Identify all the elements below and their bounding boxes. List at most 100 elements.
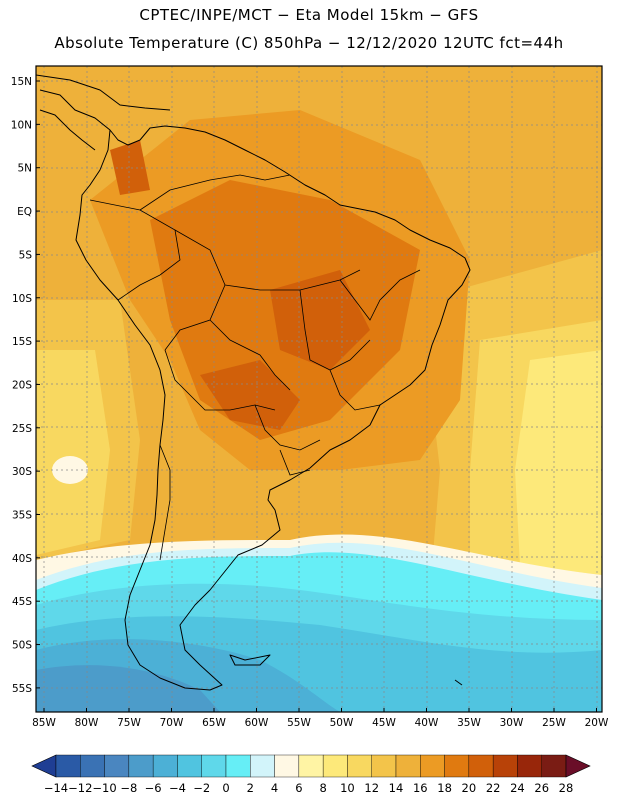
colorbar-swatch bbox=[55, 754, 81, 778]
colorbar-swatch bbox=[80, 754, 105, 778]
lon-tick-label: 80W bbox=[75, 717, 99, 729]
colorbar-swatch bbox=[128, 754, 154, 778]
country-borders bbox=[89, 174, 421, 561]
border-chile-argentina bbox=[159, 444, 171, 561]
lat-tick-label: 5N bbox=[17, 163, 32, 175]
south-georgia-coastline bbox=[454, 679, 463, 686]
lat-tick-label: 10N bbox=[11, 119, 32, 131]
plot-frame bbox=[35, 65, 603, 713]
chart-title-line1: CPTEC/INPE/MCT − Eta Model 15km − GFS bbox=[139, 6, 479, 24]
field-band-22-24-south bbox=[200, 360, 300, 430]
lon-tick-label: 75W bbox=[117, 717, 141, 729]
lon-tick-label: 50W bbox=[330, 717, 354, 729]
colorbar-label: 18 bbox=[437, 781, 452, 795]
colorbar-swatch bbox=[298, 754, 324, 778]
colorbar-swatch bbox=[322, 754, 348, 778]
lon-tick-label: 20W bbox=[585, 717, 609, 729]
south-america-coastline bbox=[39, 89, 471, 691]
border-brazil-states-ne bbox=[339, 269, 421, 321]
colorbar-label: −2 bbox=[193, 781, 210, 795]
chart-title-line2: Absolute Temperature (C) 850hPa − 12/12/… bbox=[54, 34, 564, 52]
colorbar-swatch bbox=[444, 754, 470, 778]
colorbar-swatch bbox=[517, 754, 542, 778]
lat-axis: 15N 10N 5N EQ 5S 10S 15S 20S 25S 30S 35S 40S 45S 50S 5… bbox=[11, 76, 40, 695]
colorbar-label: 14 bbox=[389, 781, 404, 795]
colorbar-arrow-high bbox=[565, 754, 591, 778]
central-america-coastline bbox=[39, 109, 96, 151]
lat-tick-label: 35S bbox=[12, 510, 32, 522]
colorbar-label: 22 bbox=[486, 781, 501, 795]
lat-tick-label: 20S bbox=[12, 379, 32, 391]
border-bolivia-brazil bbox=[209, 319, 291, 391]
lon-tick-label: 65W bbox=[202, 717, 226, 729]
field-band-22-24-venezuela bbox=[110, 140, 150, 195]
colorbar-swatch bbox=[541, 754, 567, 778]
colorbar-swatch bbox=[152, 754, 178, 778]
lon-tick-label: 30W bbox=[500, 717, 524, 729]
lat-lon-grid bbox=[36, 66, 602, 712]
colorbar-swatch bbox=[492, 754, 518, 778]
colorbar-label: −12 bbox=[68, 781, 92, 795]
colorbar-arrow-low bbox=[31, 754, 57, 778]
field-band-6-8-pacific bbox=[52, 456, 88, 484]
border-brazil-states-se bbox=[329, 369, 381, 411]
colorbar-label: −4 bbox=[169, 781, 186, 795]
lon-tick-label: 35W bbox=[457, 717, 481, 729]
colorbar-label: 8 bbox=[319, 781, 326, 795]
colorbar-swatch bbox=[225, 754, 251, 778]
colorbar-swatch bbox=[250, 754, 275, 778]
lon-tick-label: 70W bbox=[160, 717, 184, 729]
lon-tick-label: 60W bbox=[245, 717, 269, 729]
colorbar-swatch bbox=[177, 754, 202, 778]
lat-tick-label: 45S bbox=[12, 596, 32, 608]
colorbar-swatch bbox=[468, 754, 494, 778]
colorbar-swatch bbox=[347, 754, 372, 778]
colorbar-label: −10 bbox=[92, 781, 116, 795]
field-band-m6-m4 bbox=[36, 665, 220, 712]
caribbean-coastline bbox=[36, 74, 171, 111]
lat-tick-label: 30S bbox=[12, 466, 32, 478]
colorbar-swatch bbox=[104, 754, 130, 778]
colorbar-label: 16 bbox=[413, 781, 428, 795]
colorbar-swatch bbox=[201, 754, 227, 778]
field-band-22-24-north bbox=[270, 270, 370, 370]
falklands-coastline bbox=[229, 654, 271, 666]
border-paraguay bbox=[254, 404, 321, 451]
colorbar-label: −8 bbox=[120, 781, 137, 795]
border-venezuela-brazil bbox=[139, 174, 291, 211]
colorbar-label: 20 bbox=[462, 781, 477, 795]
colorbar-label: 6 bbox=[295, 781, 302, 795]
colorbar-label: 28 bbox=[559, 781, 574, 795]
colorbar-swatch bbox=[395, 754, 421, 778]
colorbar-label: 4 bbox=[271, 781, 278, 795]
colorbar-label: 12 bbox=[364, 781, 379, 795]
lat-tick-label: 10S bbox=[12, 293, 32, 305]
border-uruguay bbox=[279, 449, 311, 476]
lat-tick-label: 40S bbox=[12, 553, 32, 565]
lat-tick-label: 5S bbox=[19, 249, 33, 261]
colorbar-label: −14 bbox=[44, 781, 68, 795]
colorbar-label: 24 bbox=[510, 781, 525, 795]
coastlines bbox=[36, 74, 471, 691]
colorbar-label: −6 bbox=[145, 781, 162, 795]
border-peru-brazil bbox=[164, 229, 226, 351]
temperature-field bbox=[36, 66, 602, 712]
lon-tick-label: 40W bbox=[415, 717, 439, 729]
field-band-10-12-east bbox=[515, 350, 602, 575]
lat-tick-label: 15S bbox=[12, 336, 32, 348]
lat-tick-label: 50S bbox=[12, 640, 32, 652]
colorbar-label: 0 bbox=[222, 781, 229, 795]
lon-tick-label: 85W bbox=[32, 717, 56, 729]
colorbar-label: 2 bbox=[247, 781, 254, 795]
colorbar-swatch bbox=[274, 754, 300, 778]
lat-tick-label: 55S bbox=[12, 683, 32, 695]
colorbar: −14 −12 −10 −8 −6 −4 −2 0 2 4 6 8 10 12 14 16 18 20 22 24 26… bbox=[31, 754, 591, 795]
colorbar-swatch bbox=[371, 754, 397, 778]
lon-tick-label: 45W bbox=[372, 717, 396, 729]
colorbar-label: 10 bbox=[340, 781, 355, 795]
lat-tick-label: 25S bbox=[12, 423, 32, 435]
lat-tick-label: 15N bbox=[11, 76, 32, 88]
lon-tick-label: 25W bbox=[542, 717, 566, 729]
lon-axis: 85W 80W 75W 70W 65W 60W 55W 50W 45W 40W 35W 30W 25W 2… bbox=[32, 708, 609, 729]
